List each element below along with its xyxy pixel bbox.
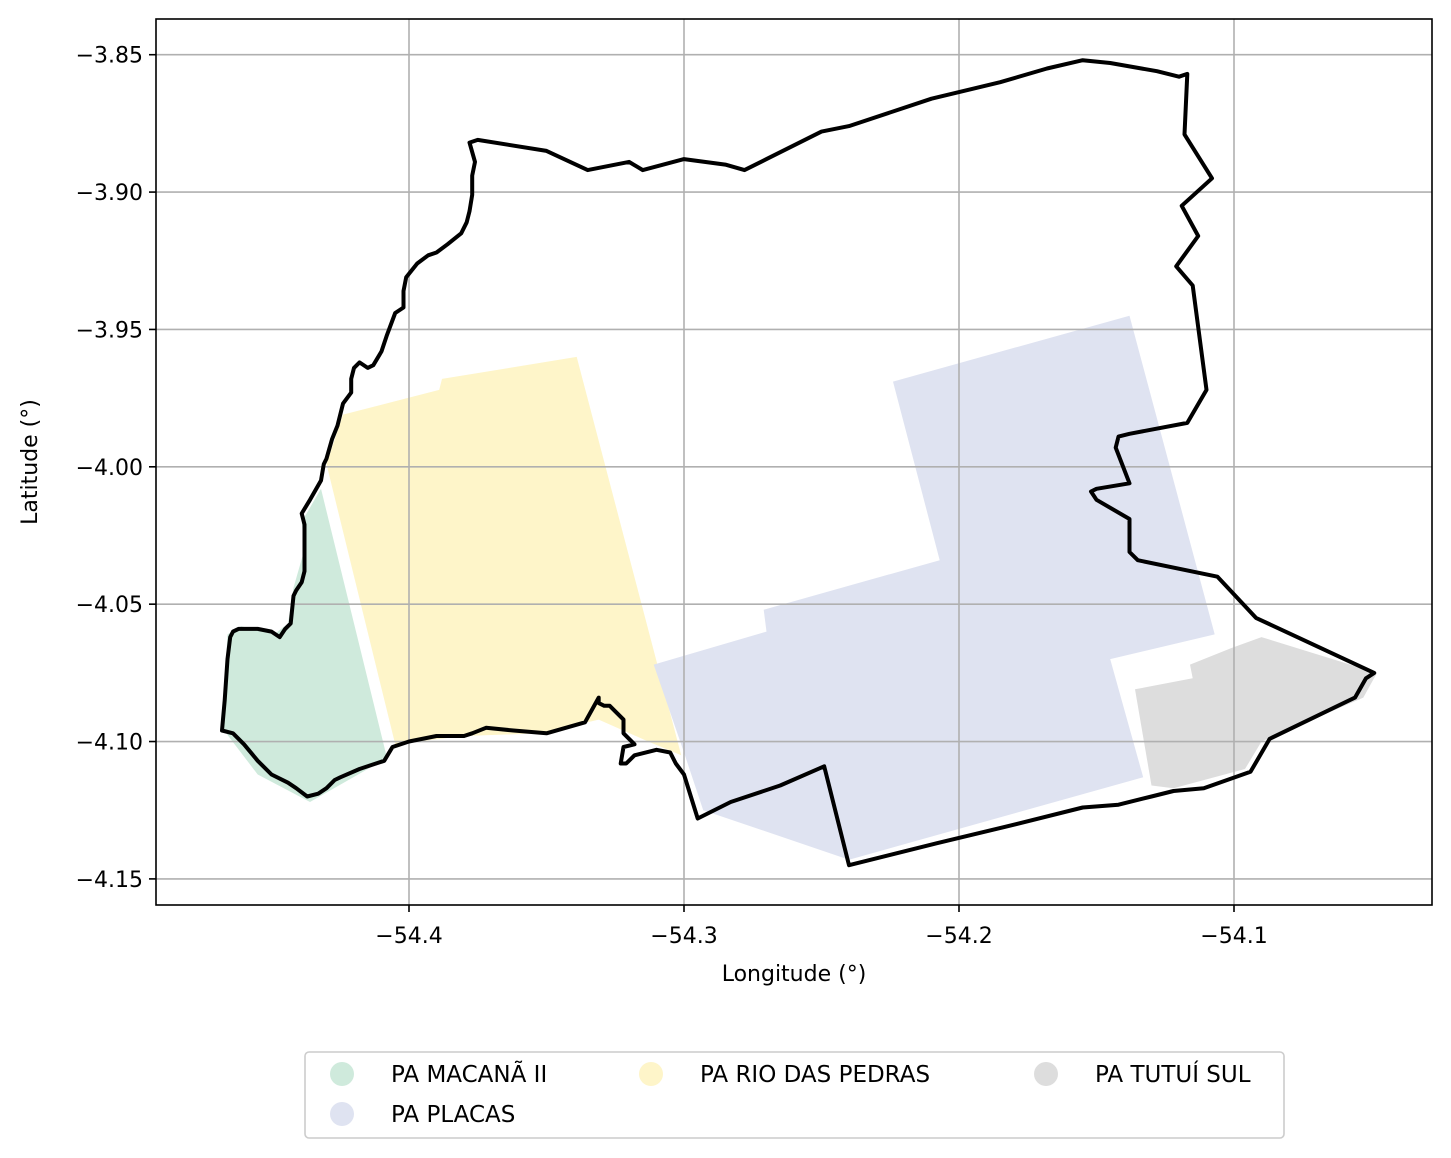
settlement-pa-placas xyxy=(653,315,1215,860)
legend: PA MACANÃ II PA RIO DAS PEDRAS PA TUTUÍ SU… xyxy=(304,1051,1285,1139)
y-tick-label: −4.05 xyxy=(76,593,143,618)
x-tick-label: −54.4 xyxy=(375,924,442,949)
legend-swatch xyxy=(639,1062,663,1086)
y-tick-label: −4.15 xyxy=(76,868,143,893)
legend-swatch xyxy=(330,1062,354,1086)
legend-label: PA PLACAS xyxy=(391,1102,515,1128)
y-tick-label: −3.90 xyxy=(76,181,143,206)
x-axis-label: Longitude (°) xyxy=(722,962,867,987)
legend-label: PA MACANÃ II xyxy=(391,1060,547,1088)
legend-label: PA TUTUÍ SUL xyxy=(1095,1060,1251,1088)
legend-swatch xyxy=(1034,1062,1058,1086)
settlement-pa-macana-ii xyxy=(222,488,387,802)
boundary-outline xyxy=(220,58,1377,868)
y-tick-label: −4.00 xyxy=(76,456,143,481)
plot-area xyxy=(222,315,1377,860)
axes-frame xyxy=(155,18,1433,906)
x-tick-label: −54.1 xyxy=(1200,924,1267,949)
y-tick-label: −3.85 xyxy=(76,44,143,69)
y-tick-label: −4.10 xyxy=(76,731,143,756)
settlement-pa-rio-das-pedras xyxy=(326,356,682,756)
y-tick-label: −3.95 xyxy=(76,318,143,343)
legend-swatch xyxy=(330,1102,354,1126)
grid-lines xyxy=(156,19,1432,905)
axes: −54.4 −54.3 −54.2 −54.1 −3.85 −3.90 −3.95 −4.00… xyxy=(76,18,1433,949)
x-tick-label: −54.3 xyxy=(650,924,717,949)
legend-label: PA RIO DAS PEDRAS xyxy=(700,1062,930,1088)
x-tick-label: −54.2 xyxy=(925,924,992,949)
municipality-boundary xyxy=(220,58,1377,868)
y-axis-label: Latitude (°) xyxy=(18,399,43,525)
settlement-pa-tutui-sul xyxy=(1135,637,1377,789)
